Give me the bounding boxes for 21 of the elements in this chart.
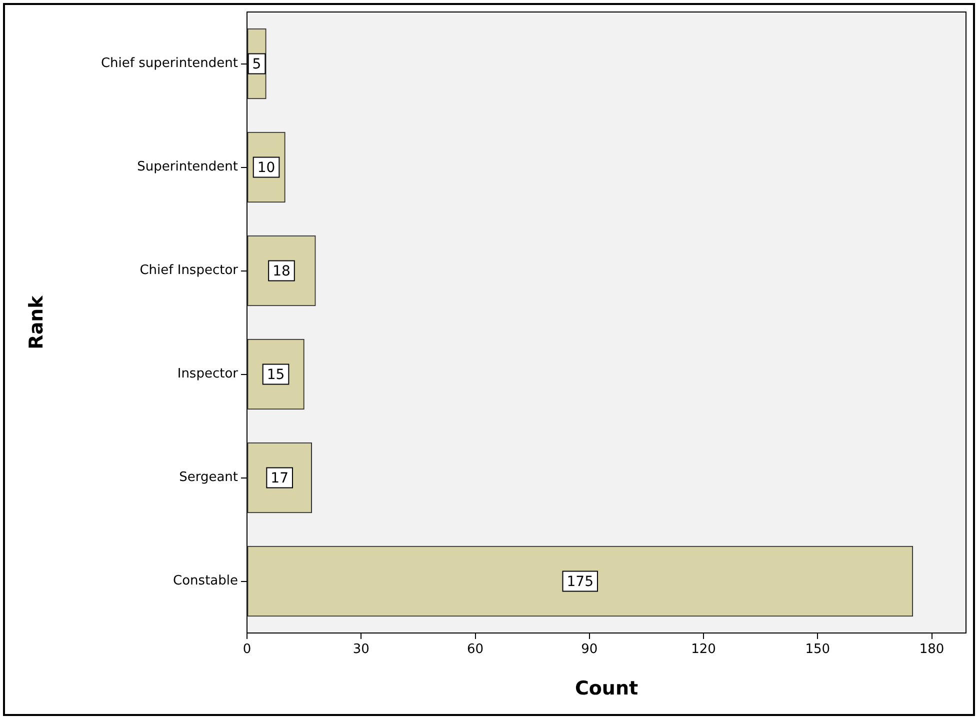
- x-tick-label: 30: [352, 642, 370, 658]
- x-axis-title: Count: [574, 678, 638, 700]
- x-tick-label: 180: [919, 642, 944, 658]
- y-tick-label: Inspector: [177, 366, 239, 382]
- data-label: 5: [252, 56, 262, 72]
- y-axis-title: Rank: [25, 295, 48, 350]
- data-label: 17: [270, 470, 288, 486]
- x-tick-label: 60: [466, 642, 484, 658]
- x-tick-label: 150: [805, 642, 830, 658]
- x-tick-label: 0: [242, 642, 252, 658]
- y-tick-label: Constable: [173, 574, 238, 589]
- y-tick-label: Sergeant: [179, 470, 238, 486]
- x-tick-label: 90: [581, 642, 598, 658]
- data-label: 18: [272, 263, 290, 280]
- y-tick-label: Chief superintendent: [100, 56, 238, 72]
- data-label: 15: [266, 366, 285, 383]
- x-tick-label: 120: [691, 642, 716, 658]
- data-label: 175: [566, 574, 594, 590]
- y-tick-label: Superintendent: [137, 160, 238, 175]
- data-label: 10: [257, 160, 276, 176]
- y-tick-label: Chief Inspector: [140, 263, 239, 278]
